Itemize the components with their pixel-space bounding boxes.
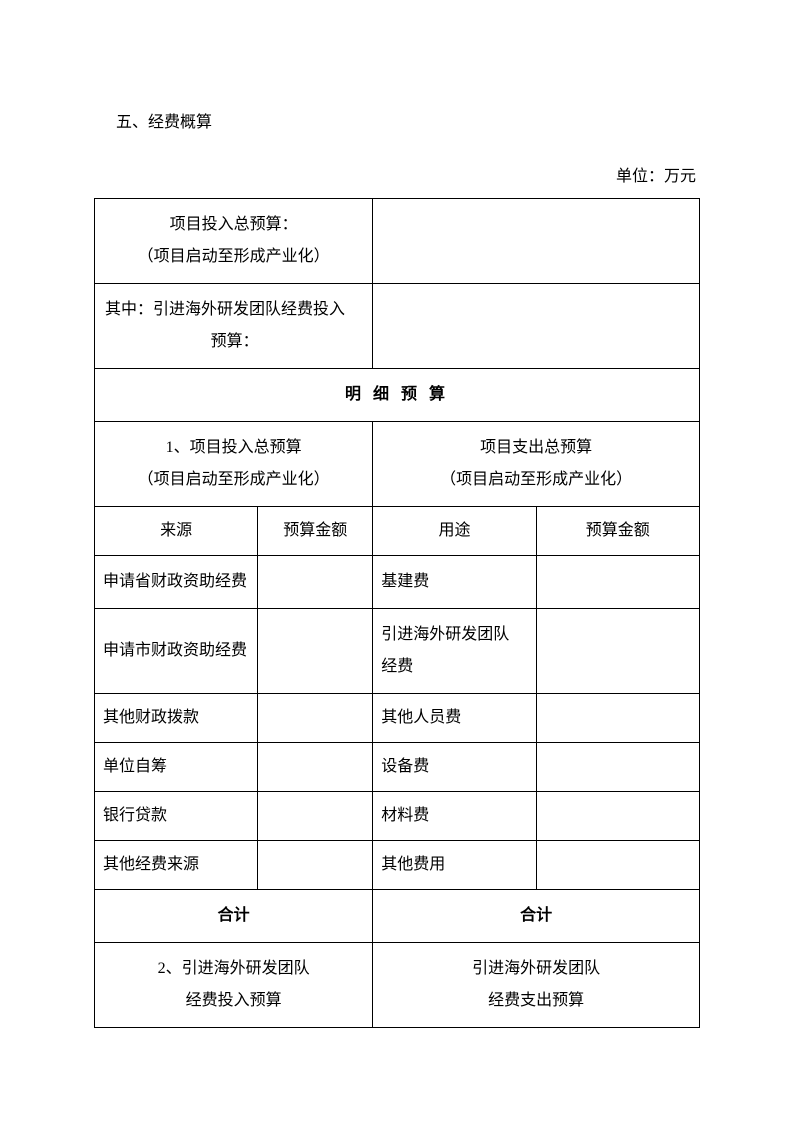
usage-cell: 设备费 <box>373 743 536 792</box>
amount-right-cell <box>536 792 699 841</box>
top-label-cell: 项目投入总预算： （项目启动至形成产业化） <box>95 199 373 284</box>
top-value-cell <box>373 199 700 284</box>
total-left: 合计 <box>95 890 373 943</box>
table-row: 单位自筹 设备费 <box>95 743 700 792</box>
sub-header-left-line2: （项目启动至形成产业化） <box>103 464 364 496</box>
amount-left-cell <box>258 841 373 890</box>
amount-left-cell <box>258 792 373 841</box>
col-header-amount-right: 预算金额 <box>536 507 699 556</box>
source-cell: 申请市财政资助经费 <box>95 609 258 694</box>
table-row: 项目投入总预算： （项目启动至形成产业化） <box>95 199 700 284</box>
table-row: 其中：引进海外研发团队经费投入 预算： <box>95 284 700 369</box>
unit-label: 单位：万元 <box>94 162 696 186</box>
bottom-header-right: 引进海外研发团队 经费支出预算 <box>373 943 700 1028</box>
bottom-header-right-line1: 引进海外研发团队 <box>381 953 691 985</box>
usage-cell: 其他人员费 <box>373 694 536 743</box>
source-cell: 银行贷款 <box>95 792 258 841</box>
usage-line2: 经费 <box>381 651 527 683</box>
usage-cell: 其他费用 <box>373 841 536 890</box>
amount-left-cell <box>258 609 373 694</box>
table-row: 来源 预算金额 用途 预算金额 <box>95 507 700 556</box>
table-row: 其他经费来源 其他费用 <box>95 841 700 890</box>
sub-header-left-line1: 1、项目投入总预算 <box>103 432 364 464</box>
table-row: 合计 合计 <box>95 890 700 943</box>
usage-cell: 基建费 <box>373 556 536 609</box>
sub-header-right-line2: （项目启动至形成产业化） <box>381 464 691 496</box>
bottom-header-left-line2: 经费投入预算 <box>103 985 364 1017</box>
source-cell: 其他财政拨款 <box>95 694 258 743</box>
sub-header-right-line1: 项目支出总预算 <box>381 432 691 464</box>
table-row: 其他财政拨款 其他人员费 <box>95 694 700 743</box>
col-header-source: 来源 <box>95 507 258 556</box>
bottom-header-left: 2、引进海外研发团队 经费投入预算 <box>95 943 373 1028</box>
top-value-cell <box>373 284 700 369</box>
top-label-line1: 其中：引进海外研发团队经费投入 <box>105 294 364 326</box>
amount-right-cell <box>536 694 699 743</box>
sub-header-left: 1、项目投入总预算 （项目启动至形成产业化） <box>95 422 373 507</box>
bottom-header-left-line1: 2、引进海外研发团队 <box>103 953 364 985</box>
usage-cell: 引进海外研发团队 经费 <box>373 609 536 694</box>
sub-header-right: 项目支出总预算 （项目启动至形成产业化） <box>373 422 700 507</box>
usage-cell: 材料费 <box>373 792 536 841</box>
col-header-usage: 用途 <box>373 507 536 556</box>
section-title: 五、经费概算 <box>116 108 700 132</box>
top-label-line2: （项目启动至形成产业化） <box>103 241 364 273</box>
amount-right-cell <box>536 556 699 609</box>
amount-right-cell <box>536 743 699 792</box>
source-cell: 其他经费来源 <box>95 841 258 890</box>
table-row: 1、项目投入总预算 （项目启动至形成产业化） 项目支出总预算 （项目启动至形成产… <box>95 422 700 507</box>
table-row: 申请省财政资助经费 基建费 <box>95 556 700 609</box>
table-row: 明 细 预 算 <box>95 369 700 422</box>
source-cell: 单位自筹 <box>95 743 258 792</box>
source-cell: 申请省财政资助经费 <box>95 556 258 609</box>
amount-left-cell <box>258 694 373 743</box>
top-label-line2: 预算： <box>105 326 364 358</box>
amount-left-cell <box>258 743 373 792</box>
amount-right-cell <box>536 609 699 694</box>
top-label-line1: 项目投入总预算： <box>103 209 364 241</box>
col-header-amount-left: 预算金额 <box>258 507 373 556</box>
table-row: 2、引进海外研发团队 经费投入预算 引进海外研发团队 经费支出预算 <box>95 943 700 1028</box>
table-row: 申请市财政资助经费 引进海外研发团队 经费 <box>95 609 700 694</box>
bottom-header-right-line2: 经费支出预算 <box>381 985 691 1017</box>
usage-line1: 引进海外研发团队 <box>381 619 527 651</box>
detail-header: 明 细 预 算 <box>95 369 700 422</box>
amount-left-cell <box>258 556 373 609</box>
budget-table: 项目投入总预算： （项目启动至形成产业化） 其中：引进海外研发团队经费投入 预算… <box>94 198 700 1028</box>
amount-right-cell <box>536 841 699 890</box>
top-label-cell: 其中：引进海外研发团队经费投入 预算： <box>95 284 373 369</box>
table-row: 银行贷款 材料费 <box>95 792 700 841</box>
total-right: 合计 <box>373 890 700 943</box>
